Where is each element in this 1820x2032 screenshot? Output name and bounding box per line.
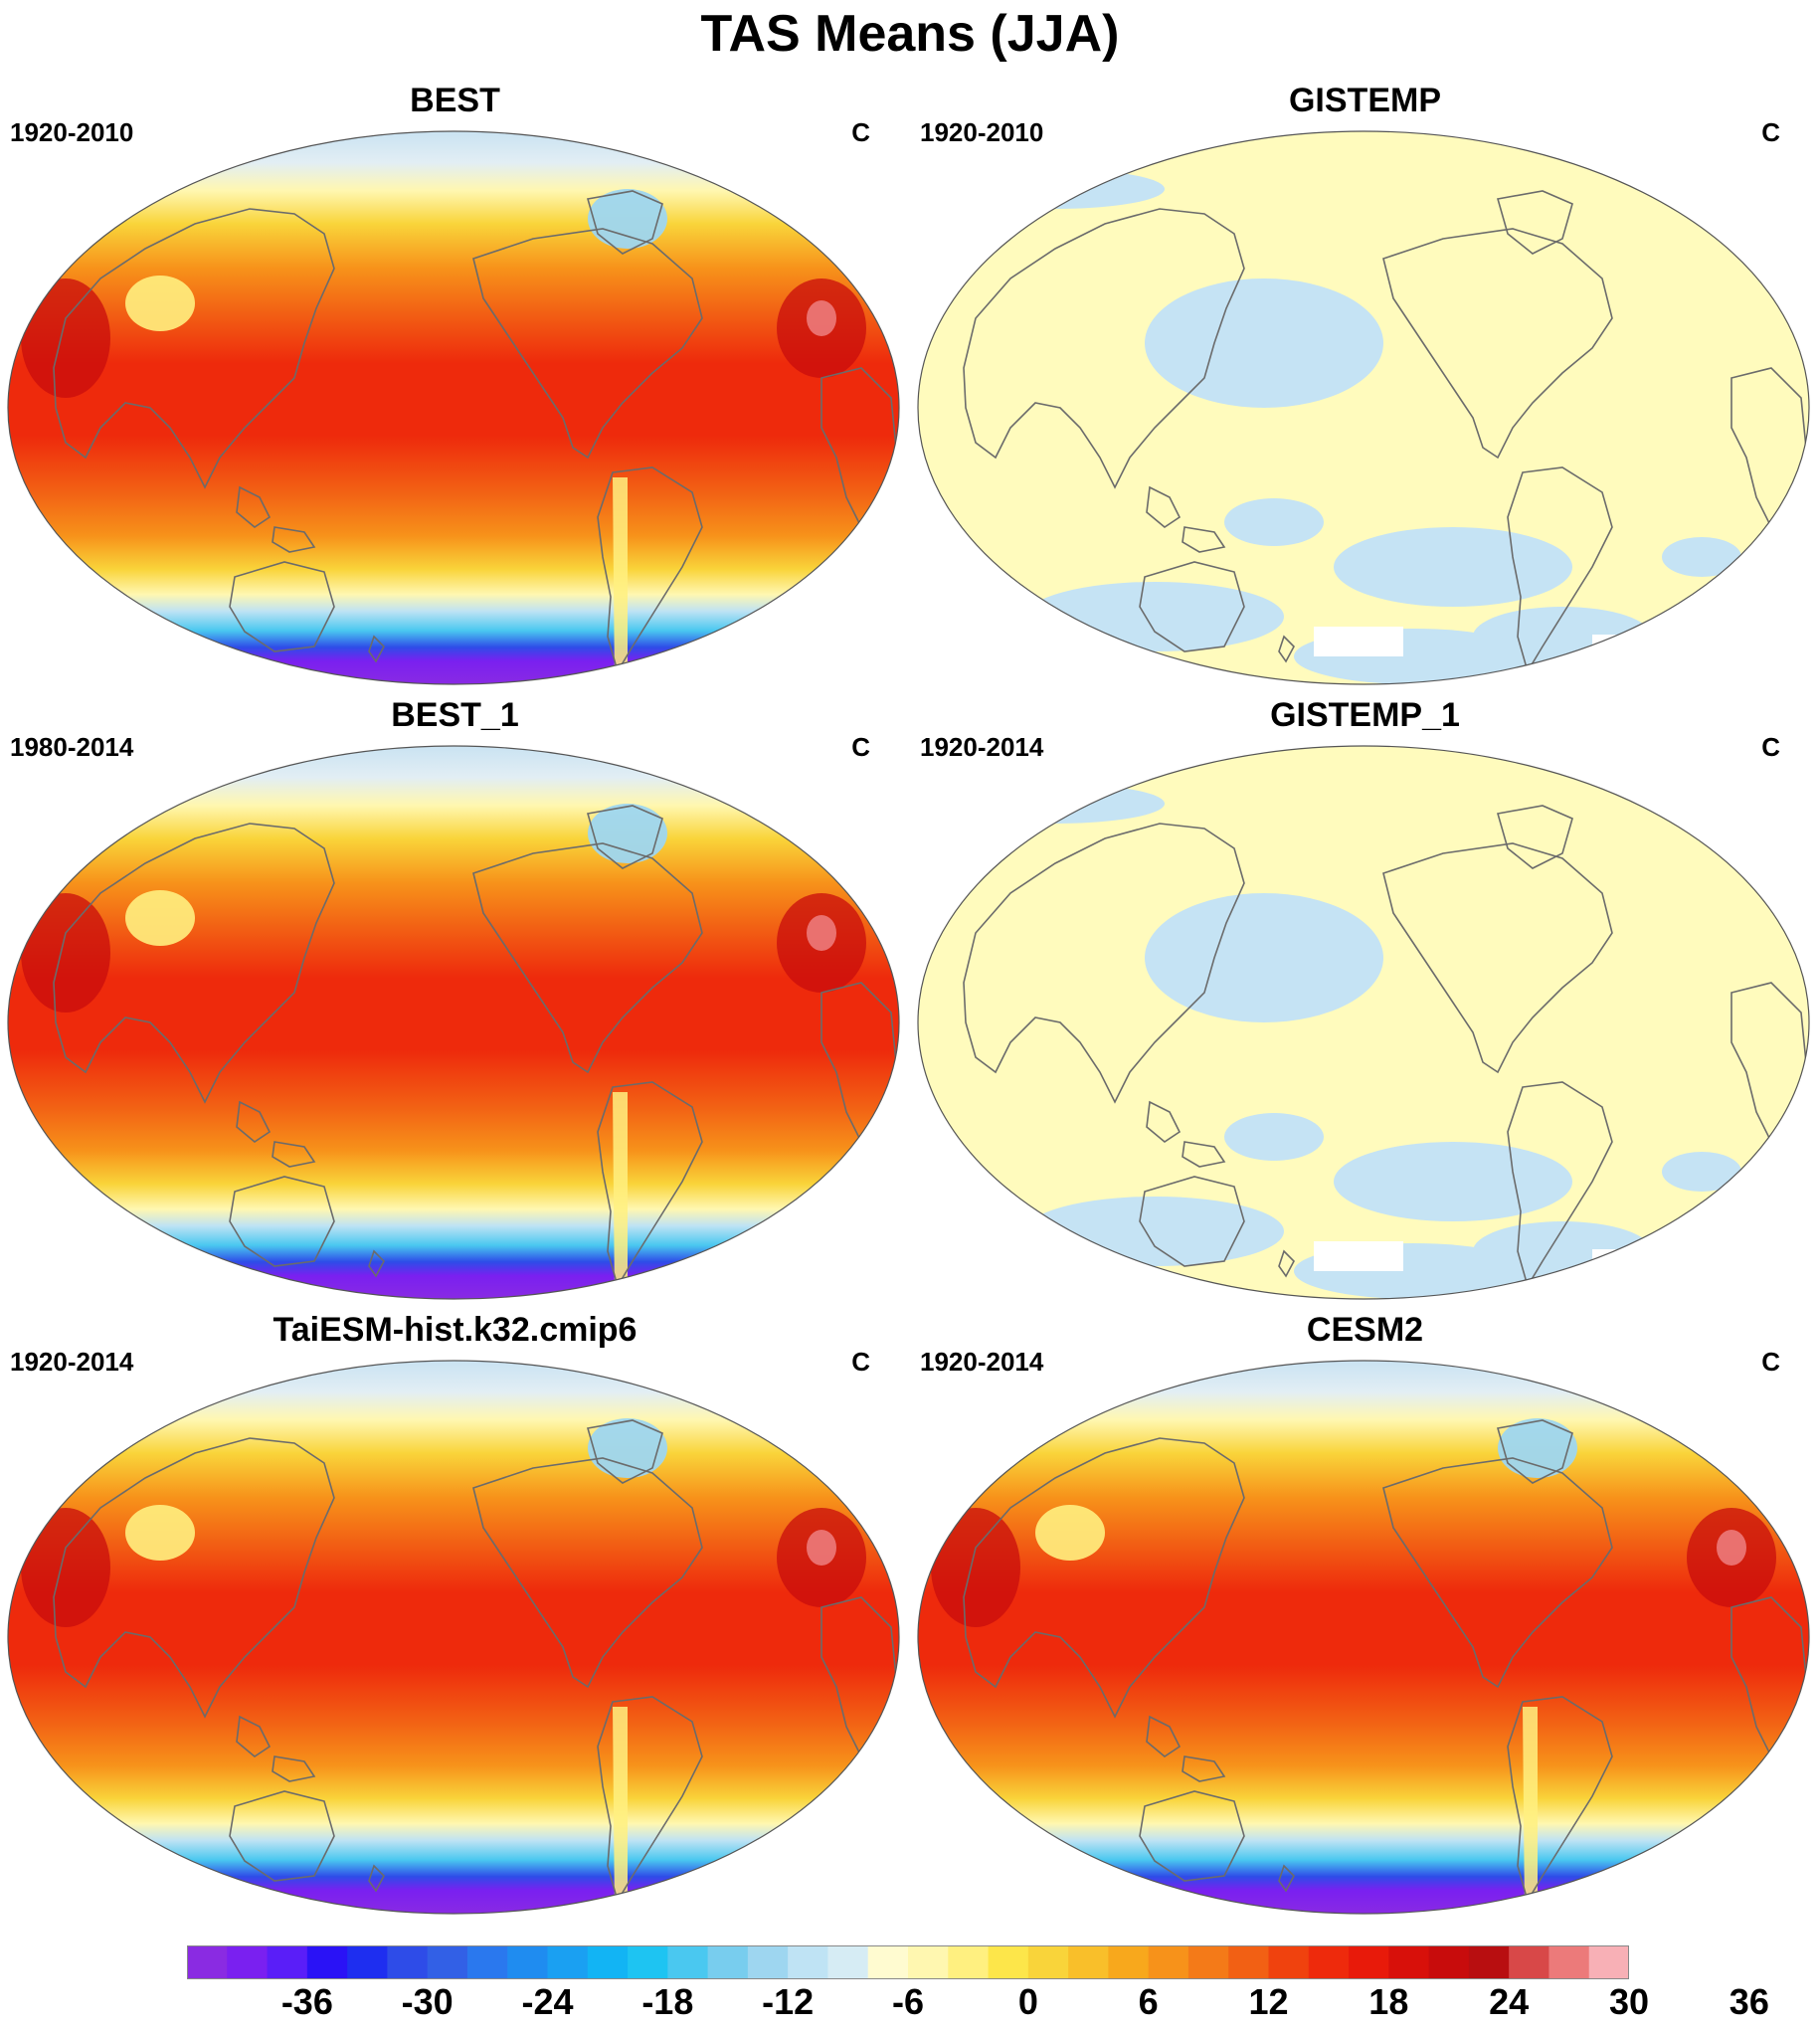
map-panel: CESM2 1920-2014 C bbox=[910, 1311, 1820, 1928]
panel-period: 1920-2010 bbox=[10, 117, 134, 147]
colorbar bbox=[187, 1945, 1629, 1979]
colorbar-swatch bbox=[1148, 1945, 1189, 1979]
colorbar-swatch bbox=[1428, 1945, 1470, 1979]
panel-units: C bbox=[851, 117, 870, 147]
map-panel: BEST 1920-2010 C bbox=[0, 82, 910, 698]
colorbar-labels: -36 -30 -24 -18 -12 -6 0 6 12 18 24 30 36 bbox=[187, 1981, 1769, 2031]
colorbar-swatch bbox=[1228, 1945, 1269, 1979]
world-map bbox=[917, 745, 1810, 1300]
colorbar-swatch bbox=[667, 1945, 709, 1979]
colorbar-tick-label: 18 bbox=[1368, 1981, 1409, 2022]
colorbar-swatch bbox=[427, 1945, 468, 1979]
panel-title: CESM2 bbox=[1306, 1311, 1424, 1349]
colorbar-tick-label: -30 bbox=[401, 1981, 454, 2022]
colorbar-swatch bbox=[908, 1945, 949, 1979]
colorbar-tick-label: -18 bbox=[641, 1981, 694, 2022]
colorbar-swatch bbox=[466, 1945, 508, 1979]
colorbar-swatch bbox=[227, 1945, 269, 1979]
colorbar-swatch bbox=[988, 1945, 1029, 1979]
panel-units: C bbox=[851, 732, 870, 762]
colorbar-tick-label: -24 bbox=[521, 1981, 574, 2022]
colorbar-swatch bbox=[1068, 1945, 1109, 1979]
map-panel: GISTEMP_1 1920-2014 C bbox=[910, 696, 1820, 1313]
panel-period: 1920-2014 bbox=[920, 732, 1044, 762]
world-map bbox=[7, 745, 900, 1300]
colorbar-swatch bbox=[1187, 1945, 1229, 1979]
colorbar-swatch bbox=[1308, 1945, 1350, 1979]
colorbar-swatch bbox=[827, 1945, 869, 1979]
panel-units: C bbox=[1761, 732, 1780, 762]
map-panel: BEST_1 1980-2014 C bbox=[0, 696, 910, 1313]
panel-units: C bbox=[1761, 117, 1780, 147]
colorbar-swatch bbox=[387, 1945, 429, 1979]
colorbar-swatch bbox=[1349, 1945, 1389, 1979]
colorbar-swatch bbox=[347, 1945, 388, 1979]
colorbar-swatch bbox=[867, 1945, 909, 1979]
colorbar-tick-label: 36 bbox=[1729, 1981, 1769, 2022]
colorbar-swatch bbox=[628, 1945, 668, 1979]
colorbar-swatch bbox=[1388, 1945, 1430, 1979]
panel-period: 1920-2014 bbox=[920, 1347, 1044, 1377]
panel-units: C bbox=[1761, 1347, 1780, 1377]
colorbar-tick-label: -6 bbox=[891, 1981, 925, 2022]
panel-title: TaiESM-hist.k32.cmip6 bbox=[273, 1311, 637, 1349]
colorbar-swatch bbox=[948, 1945, 990, 1979]
map-panel: GISTEMP 1920-2010 C bbox=[910, 82, 1820, 698]
colorbar-tick-label: 30 bbox=[1608, 1981, 1650, 2022]
world-map bbox=[7, 1360, 900, 1915]
world-map bbox=[917, 1360, 1810, 1915]
figure-title: TAS Means (JJA) bbox=[700, 5, 1120, 63]
panel-period: 1920-2010 bbox=[920, 117, 1044, 147]
world-map bbox=[917, 130, 1810, 685]
colorbar-tick-label: 0 bbox=[1017, 1981, 1038, 2022]
panel-title: BEST bbox=[410, 82, 500, 119]
panel-units: C bbox=[851, 1347, 870, 1377]
colorbar-swatch bbox=[547, 1945, 589, 1979]
panel-period: 1920-2014 bbox=[10, 1347, 134, 1377]
colorbar-swatch bbox=[707, 1945, 749, 1979]
colorbar-swatch bbox=[1509, 1945, 1549, 1979]
colorbar-swatch bbox=[747, 1945, 789, 1979]
colorbar-swatch bbox=[507, 1945, 548, 1979]
colorbar-swatch bbox=[1468, 1945, 1510, 1979]
colorbar-swatch bbox=[587, 1945, 629, 1979]
panel-period: 1980-2014 bbox=[10, 732, 134, 762]
colorbar-swatch bbox=[1108, 1945, 1150, 1979]
colorbar-tick-label: -12 bbox=[762, 1981, 815, 2022]
panel-title: BEST_1 bbox=[391, 696, 519, 734]
panel-title: GISTEMP bbox=[1288, 82, 1442, 119]
colorbar-swatch bbox=[187, 1945, 228, 1979]
colorbar-swatch bbox=[1588, 1945, 1629, 1979]
colorbar-tick-label: 24 bbox=[1489, 1981, 1530, 2022]
colorbar-tick-label: 6 bbox=[1138, 1981, 1159, 2022]
map-panel: TaiESM-hist.k32.cmip6 1920-2014 C bbox=[0, 1311, 910, 1928]
colorbar-swatch bbox=[267, 1945, 308, 1979]
colorbar-swatch bbox=[1548, 1945, 1590, 1979]
colorbar-swatch bbox=[788, 1945, 828, 1979]
colorbar-swatch bbox=[306, 1945, 348, 1979]
panel-title: GISTEMP_1 bbox=[1270, 696, 1460, 734]
colorbar-swatch bbox=[1027, 1945, 1069, 1979]
colorbar-swatch bbox=[1268, 1945, 1310, 1979]
world-map bbox=[7, 130, 900, 685]
colorbar-tick-label: 12 bbox=[1248, 1981, 1289, 2022]
colorbar-tick-label: -36 bbox=[280, 1981, 333, 2022]
